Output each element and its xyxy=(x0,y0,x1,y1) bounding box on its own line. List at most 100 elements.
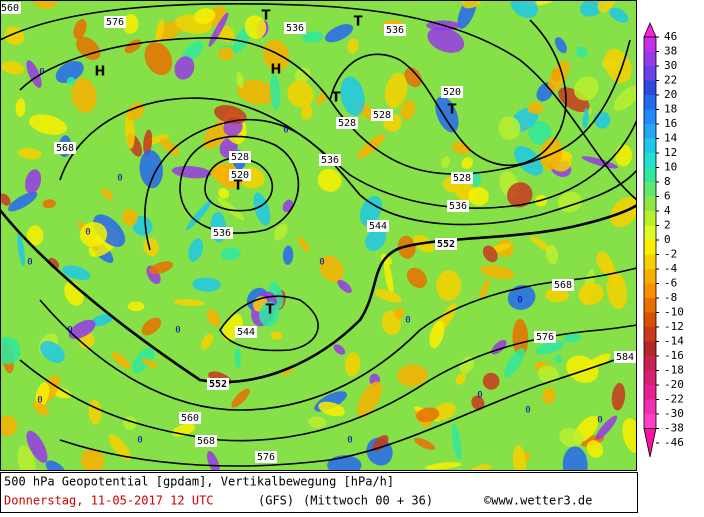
motion-label: 0 xyxy=(117,174,122,184)
colorbar-label: 30 xyxy=(664,59,677,72)
contour-label: 576 xyxy=(106,17,124,28)
motion-patch xyxy=(595,415,618,440)
motion-patch xyxy=(554,37,567,54)
motion-patch xyxy=(45,460,67,471)
pressure-center: T xyxy=(332,91,341,106)
motion-patch xyxy=(512,444,527,471)
motion-patch xyxy=(132,216,153,236)
contour-label: 528 xyxy=(453,173,471,184)
motion-patch xyxy=(186,199,213,231)
motion-patch xyxy=(609,7,629,23)
colorbar-label: -6 xyxy=(664,277,677,290)
pressure-center: T xyxy=(266,303,275,318)
motion-patch xyxy=(471,395,485,410)
contour-label-bg xyxy=(179,412,201,424)
colorbar-label: 4 xyxy=(664,204,671,217)
motion-patch xyxy=(622,418,637,454)
colorbar-swatch xyxy=(644,66,656,81)
contour-label-bg xyxy=(229,169,251,181)
motion-patch xyxy=(182,41,204,62)
motion-patch xyxy=(122,13,139,34)
motion-patch xyxy=(611,382,626,411)
motion-patch xyxy=(347,38,359,54)
contour-label-bg xyxy=(447,200,469,212)
colorbar-swatch xyxy=(644,225,656,240)
colorbar-swatch xyxy=(644,95,656,110)
motion-patch xyxy=(393,307,405,320)
motion-patch xyxy=(55,60,84,84)
contour-label: 552 xyxy=(437,239,455,250)
motion-patch xyxy=(270,73,281,111)
motion-patch xyxy=(555,354,562,364)
motion-patch xyxy=(562,446,588,471)
motion-patch xyxy=(206,451,220,471)
colorbar-label: -46 xyxy=(664,436,684,449)
contour-label: 560 xyxy=(181,413,199,424)
motion-patch xyxy=(201,333,214,350)
motion-patch xyxy=(528,120,552,145)
contour-label-bg xyxy=(451,172,473,184)
motion-patch xyxy=(559,427,584,448)
pressure-center: T xyxy=(262,9,271,24)
motion-label: 0 xyxy=(405,316,410,326)
footer-run: (Mittwoch 00 + 36) xyxy=(303,494,433,508)
colorbar-label: 38 xyxy=(664,45,677,58)
contour xyxy=(59,97,637,209)
motion-patch xyxy=(71,78,97,113)
motion-patch xyxy=(383,259,394,295)
motion-patch xyxy=(451,423,462,461)
motion-patch xyxy=(127,301,145,312)
motion-patch xyxy=(400,100,416,121)
motion-patch xyxy=(416,407,440,423)
motion-patch xyxy=(15,98,26,118)
motion-patch xyxy=(234,347,241,369)
motion-patch xyxy=(427,27,465,53)
motion-patch xyxy=(308,416,327,429)
footer-frame xyxy=(0,472,638,513)
colorbar-label: 16 xyxy=(664,117,677,130)
motion-patch xyxy=(586,440,604,458)
footer-model: (GFS) xyxy=(258,494,294,508)
contour xyxy=(179,135,300,234)
motion-patch xyxy=(340,76,365,116)
colorbar-swatch xyxy=(644,414,656,429)
colorbar-swatch xyxy=(644,312,656,327)
colorbar-label: -30 xyxy=(664,407,684,420)
motion-patch xyxy=(188,238,204,262)
pressure-center: T xyxy=(448,103,457,118)
footer-date: Donnerstag, 11-05-2017 12 UTC xyxy=(4,494,214,508)
motion-label: 0 xyxy=(283,126,288,136)
motion-patch xyxy=(301,105,313,120)
contour-label-bg xyxy=(255,451,277,463)
motion-label: 0 xyxy=(85,228,90,238)
colorbar-swatch xyxy=(644,167,656,182)
colorbar-swatch xyxy=(644,341,656,356)
motion-patch xyxy=(613,85,637,111)
motion-patch xyxy=(143,129,153,156)
contour-label-bg xyxy=(54,142,76,154)
pressure-center: H xyxy=(271,63,282,78)
motion-label: 0 xyxy=(347,436,352,446)
contour xyxy=(219,295,319,352)
motion-patch xyxy=(545,288,570,303)
colorbar-swatch xyxy=(644,269,656,284)
colorbar-swatch xyxy=(644,240,656,255)
motion-patch xyxy=(262,39,290,72)
colorbar-label: 0 xyxy=(664,233,671,246)
colorbar-label: -12 xyxy=(664,320,684,333)
motion-patch xyxy=(318,401,345,417)
motion-patch xyxy=(17,148,42,160)
motion-patch xyxy=(374,288,402,303)
motion-field xyxy=(0,0,637,471)
motion-patch xyxy=(429,320,445,349)
colorbar-swatch xyxy=(644,124,656,139)
contour-label-bg xyxy=(435,238,457,250)
colorbar-label: 10 xyxy=(664,161,677,174)
contour-label: 528 xyxy=(338,118,356,129)
motion-patch xyxy=(359,195,382,226)
colorbar-label: -2 xyxy=(664,248,677,261)
motion-patch xyxy=(425,462,462,470)
colorbar-swatch xyxy=(644,138,656,153)
colorbar-label: 12 xyxy=(664,146,677,159)
map-frame xyxy=(0,0,637,471)
